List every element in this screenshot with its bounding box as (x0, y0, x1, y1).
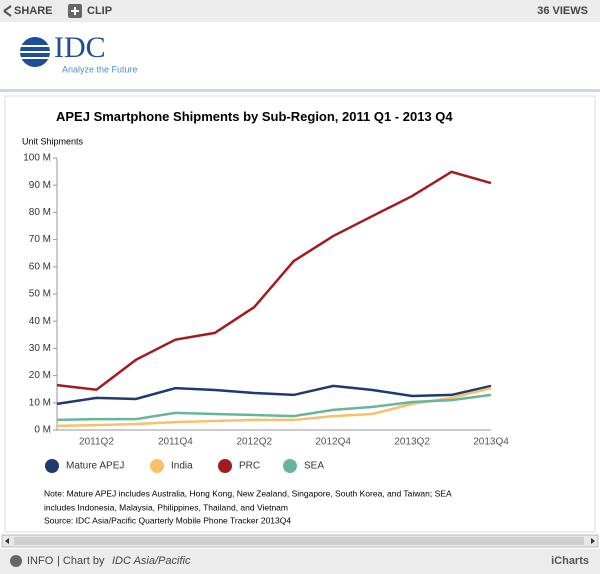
y-tick-label: 50 M (29, 289, 51, 300)
views: 36 VIEWS (537, 5, 588, 17)
legend-label: Mature APEJ (66, 461, 124, 472)
logo-name: IDC (54, 31, 106, 64)
share[interactable]: SHARE (14, 5, 53, 17)
info[interactable]: INFO (27, 555, 54, 567)
y-axis-label: Unit Shipments (22, 136, 84, 146)
note: includes Indonesia, Malaysia, Philippine… (44, 502, 288, 512)
clip[interactable]: CLIP (87, 5, 112, 17)
logo: IDC Analyze the Future (20, 31, 138, 74)
scroll-thumb[interactable] (14, 537, 584, 545)
note: Source: IDC Asia/Pacific Quarterly Mobil… (44, 515, 291, 525)
x-tick-label: 2013Q2 (394, 437, 430, 448)
y-tick-label: 60 M (29, 261, 51, 272)
clip-plus (71, 7, 79, 15)
brand[interactable]: iCharts (551, 555, 589, 567)
legend-swatch (150, 459, 164, 473)
y-tick-label: 10 M (29, 397, 51, 408)
y-tick-label: 90 M (29, 180, 51, 191)
toolbar (0, 0, 600, 22)
y-tick-label: 20 M (29, 370, 51, 381)
x-tick-label: 2012Q4 (315, 437, 351, 448)
y-tick-label: 0 M (34, 425, 51, 436)
note: Note: Mature APEJ includes Australia, Ho… (44, 488, 452, 498)
chart-title: APEJ Smartphone Shipments by Sub-Region,… (56, 109, 453, 124)
chart-by: | Chart by (57, 555, 105, 567)
chart-frame (4, 95, 596, 533)
share-icon[interactable] (3, 5, 12, 17)
footer (0, 549, 600, 574)
legend-swatch (218, 459, 232, 473)
author[interactable]: IDC Asia/Pacific (112, 555, 191, 567)
x-tick-label: 2011Q2 (79, 437, 114, 448)
y-tick-label: 40 M (29, 316, 51, 327)
legend-label: PRC (239, 461, 260, 472)
legend-label: SEA (304, 461, 324, 472)
series-line (56, 393, 492, 422)
y-tick-label: 70 M (29, 234, 51, 245)
y-tick-label: 100 M (23, 153, 51, 164)
logo-tagline: Analyze the Future (62, 64, 138, 74)
legend-swatch (45, 459, 59, 473)
legend-label: India (171, 461, 193, 472)
y-tick-label: 30 M (29, 343, 51, 354)
y-tick-label: 80 M (29, 207, 51, 218)
series-line (56, 170, 492, 392)
logo-stripes (20, 45, 50, 59)
x-tick-label: 2011Q4 (158, 437, 193, 448)
legend-swatch (283, 459, 297, 473)
x-tick-label: 2013Q4 (473, 437, 509, 448)
divider (0, 89, 600, 92)
notes: Note: Mature APEJ includes Australia, Ho… (44, 488, 452, 525)
info-icon[interactable] (10, 555, 22, 567)
x-tick-label: 2012Q2 (236, 437, 272, 448)
series-line (56, 384, 492, 406)
